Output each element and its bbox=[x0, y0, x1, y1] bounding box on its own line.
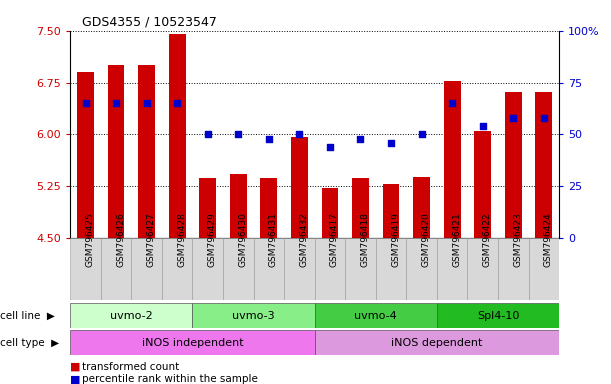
Bar bbox=[284, 238, 315, 300]
Bar bbox=[315, 303, 437, 328]
Bar bbox=[291, 137, 308, 238]
Bar bbox=[254, 238, 284, 300]
Bar bbox=[101, 238, 131, 300]
Point bbox=[111, 100, 121, 106]
Text: cell line  ▶: cell line ▶ bbox=[0, 311, 55, 321]
Bar bbox=[535, 91, 552, 238]
Bar bbox=[315, 238, 345, 300]
Bar bbox=[77, 72, 94, 238]
Text: GSM796428: GSM796428 bbox=[177, 213, 186, 267]
Bar bbox=[260, 178, 277, 238]
Text: Spl4-10: Spl4-10 bbox=[477, 311, 519, 321]
Text: GSM796423: GSM796423 bbox=[513, 213, 522, 267]
Point bbox=[539, 115, 549, 121]
Bar bbox=[345, 238, 376, 300]
Bar bbox=[321, 188, 338, 238]
Point bbox=[447, 100, 457, 106]
Text: GSM796419: GSM796419 bbox=[391, 212, 400, 267]
Bar bbox=[131, 238, 162, 300]
Point bbox=[325, 144, 335, 150]
Bar bbox=[192, 303, 315, 328]
Bar bbox=[474, 131, 491, 238]
Point bbox=[478, 123, 488, 129]
Text: GSM796426: GSM796426 bbox=[116, 213, 125, 267]
Text: GSM796425: GSM796425 bbox=[86, 213, 95, 267]
Bar bbox=[230, 174, 247, 238]
Bar bbox=[223, 238, 254, 300]
Bar bbox=[108, 65, 125, 238]
Bar bbox=[352, 178, 369, 238]
Bar bbox=[315, 330, 559, 355]
Bar bbox=[70, 303, 192, 328]
Bar bbox=[406, 238, 437, 300]
Text: GSM796418: GSM796418 bbox=[360, 212, 370, 267]
Text: GSM796432: GSM796432 bbox=[299, 213, 309, 267]
Text: transformed count: transformed count bbox=[82, 362, 180, 372]
Point bbox=[356, 136, 365, 142]
Text: uvmo-3: uvmo-3 bbox=[232, 311, 275, 321]
Point bbox=[386, 140, 396, 146]
Text: iNOS dependent: iNOS dependent bbox=[391, 338, 483, 348]
Text: GDS4355 / 10523547: GDS4355 / 10523547 bbox=[82, 15, 218, 28]
Text: cell type  ▶: cell type ▶ bbox=[0, 338, 59, 348]
Point bbox=[233, 131, 243, 137]
Point bbox=[142, 100, 152, 106]
Point bbox=[264, 136, 274, 142]
Bar bbox=[437, 238, 467, 300]
Text: ■: ■ bbox=[70, 362, 81, 372]
Bar bbox=[444, 81, 461, 238]
Point bbox=[508, 115, 518, 121]
Bar bbox=[505, 91, 522, 238]
Text: GSM796431: GSM796431 bbox=[269, 212, 278, 267]
Bar bbox=[467, 238, 498, 300]
Point bbox=[417, 131, 426, 137]
Bar bbox=[498, 238, 529, 300]
Bar bbox=[413, 177, 430, 238]
Bar bbox=[199, 178, 216, 238]
Text: GSM796427: GSM796427 bbox=[147, 213, 156, 267]
Point bbox=[295, 131, 304, 137]
Text: GSM796421: GSM796421 bbox=[452, 213, 461, 267]
Bar bbox=[169, 34, 186, 238]
Text: GSM796417: GSM796417 bbox=[330, 212, 339, 267]
Text: uvmo-2: uvmo-2 bbox=[110, 311, 153, 321]
Point bbox=[81, 100, 90, 106]
Point bbox=[203, 131, 213, 137]
Text: iNOS independent: iNOS independent bbox=[142, 338, 243, 348]
Bar bbox=[529, 238, 559, 300]
Bar bbox=[70, 330, 315, 355]
Text: GSM796422: GSM796422 bbox=[483, 213, 492, 267]
Text: GSM796429: GSM796429 bbox=[208, 213, 217, 267]
Text: GSM796424: GSM796424 bbox=[544, 213, 553, 267]
Bar bbox=[437, 303, 559, 328]
Bar bbox=[162, 238, 192, 300]
Text: GSM796430: GSM796430 bbox=[238, 212, 247, 267]
Point bbox=[172, 100, 182, 106]
Text: percentile rank within the sample: percentile rank within the sample bbox=[82, 374, 258, 384]
Text: uvmo-4: uvmo-4 bbox=[354, 311, 397, 321]
Bar bbox=[138, 65, 155, 238]
Bar bbox=[70, 238, 101, 300]
Text: GSM796420: GSM796420 bbox=[422, 213, 431, 267]
Text: ■: ■ bbox=[70, 374, 81, 384]
Bar bbox=[382, 184, 400, 238]
Bar bbox=[192, 238, 223, 300]
Bar bbox=[376, 238, 406, 300]
